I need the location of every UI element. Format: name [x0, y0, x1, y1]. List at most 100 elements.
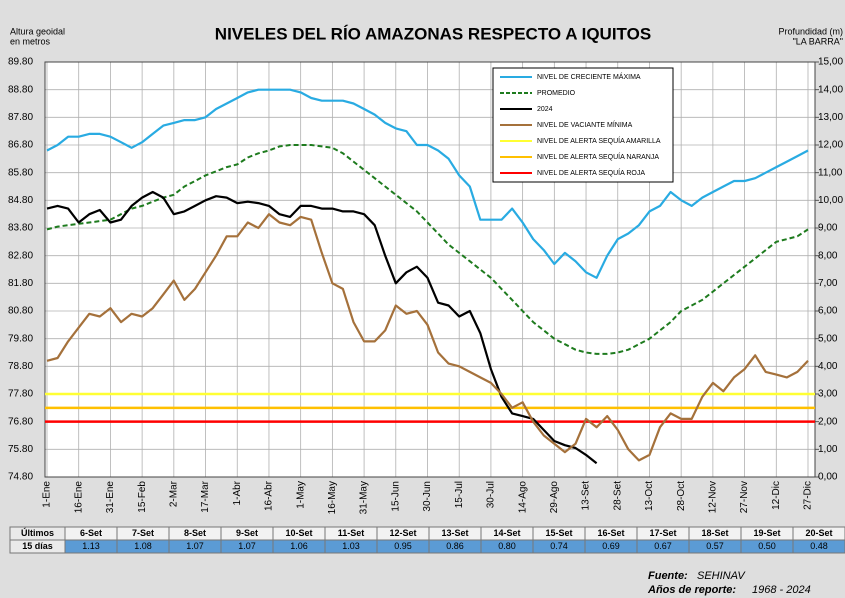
table-value: 0.95: [394, 541, 412, 551]
y-tick-label: 89.80: [8, 57, 33, 68]
table-value: 1.03: [342, 541, 360, 551]
y-tick-label: 86.80: [8, 140, 33, 151]
table-value: 0.86: [446, 541, 464, 551]
legend-label: NIVEL DE ALERTA SEQUÍA AMARILLA: [537, 136, 661, 145]
table-value: 1.06: [290, 541, 308, 551]
y2-tick-label: 5,00: [818, 333, 838, 344]
x-tick-label: 17-Mar: [200, 480, 211, 512]
x-tick-label: 15-Jul: [454, 481, 465, 508]
y2-tick-label: 12,00: [818, 140, 843, 151]
y-tick-label: 88.80: [8, 84, 33, 95]
x-tick-label: 13-Set: [581, 481, 592, 511]
y2-tick-label: 15,00: [818, 57, 843, 68]
x-tick-label: 1-Ene: [42, 481, 53, 508]
x-tick-label: 31-Ene: [105, 481, 116, 514]
x-tick-label: 30-Jun: [422, 481, 433, 512]
x-tick-label: 28-Oct: [676, 481, 687, 511]
y2-tick-label: 13,00: [818, 112, 843, 123]
table-column: 14-Set: [493, 528, 520, 538]
table-value: 0.67: [654, 541, 672, 551]
y2-tick-label: 1,00: [818, 444, 838, 455]
table-head: Últimos: [21, 527, 54, 538]
source-label: Fuente:: [648, 570, 688, 582]
x-tick-label: 14-Ago: [517, 481, 528, 514]
table-column: 18-Set: [701, 528, 728, 538]
table-value: 0.74: [550, 541, 568, 551]
y-tick-label: 79.80: [8, 333, 33, 344]
table-column: 7-Set: [132, 528, 154, 538]
x-tick-label: 28-Set: [612, 481, 623, 511]
series-line: [46, 190, 598, 465]
table-value: 0.69: [602, 541, 620, 551]
table-value: 0.57: [706, 541, 724, 551]
y2-axis-label: "LA BARRA": [793, 36, 843, 46]
table-column: 20-Set: [805, 528, 832, 538]
y2-tick-label: 0,00: [818, 472, 838, 483]
plot-border: [44, 61, 816, 478]
y-tick-label: 78.80: [8, 361, 33, 372]
years: 1968 - 2024: [752, 584, 811, 596]
y-tick-label: 84.80: [8, 195, 33, 206]
table-value: 1.08: [134, 541, 152, 551]
x-tick-label: 30-Jul: [486, 481, 497, 508]
x-tick-label: 29-Ago: [549, 481, 560, 514]
x-tick-label: 27-Nov: [739, 481, 750, 513]
table-value: 0.80: [498, 541, 516, 551]
y-tick-label: 81.80: [8, 278, 33, 289]
series-line: [46, 213, 809, 462]
x-tick-label: 12-Nov: [708, 481, 719, 513]
legend-label: NIVEL DE ALERTA SEQUÍA ROJA: [537, 168, 645, 177]
x-tick-label: 16-May: [327, 481, 338, 514]
x-tick-label: 27-Dic: [803, 481, 814, 510]
legend-label: PROMEDIO: [537, 90, 576, 97]
y2-tick-label: 8,00: [818, 250, 838, 261]
table-value: 1.07: [186, 541, 204, 551]
y-axis-label: en metros: [10, 36, 51, 46]
y2-tick-label: 11,00: [818, 167, 843, 178]
table-column: 8-Set: [184, 528, 206, 538]
source: SEHINAV: [697, 570, 746, 582]
table-column: 9-Set: [236, 528, 258, 538]
y2-tick-label: 3,00: [818, 389, 838, 400]
y-tick-label: 74.80: [8, 472, 33, 483]
legend-label: 2024: [537, 106, 553, 113]
y-tick-label: 76.80: [8, 416, 33, 427]
table-column: 11-Set: [338, 528, 365, 538]
y2-tick-label: 2,00: [818, 416, 838, 427]
table-column: 19-Set: [753, 528, 780, 538]
chart-title: NIVELES DEL RÍO AMAZONAS RESPECTO A IQUI…: [215, 24, 651, 43]
table-head: 15 días: [22, 541, 53, 551]
y2-tick-label: 6,00: [818, 306, 838, 317]
plot-area: [45, 62, 815, 477]
y-tick-label: 75.80: [8, 444, 33, 455]
table-value: 1.07: [238, 541, 256, 551]
table-column: 16-Set: [597, 528, 624, 538]
y2-tick-label: 14,00: [818, 84, 843, 95]
x-tick-label: 1-May: [295, 481, 306, 509]
y-tick-label: 85.80: [8, 167, 33, 178]
y-axis-label: Altura geoidal: [10, 26, 65, 36]
y2-tick-label: 4,00: [818, 361, 838, 372]
footer: Fuente: SEHINAV Años de reporte: 1968 - …: [647, 570, 811, 596]
legend-label: NIVEL DE ALERTA SEQUÍA NARANJA: [537, 152, 659, 161]
y-tick-label: 80.80: [8, 306, 33, 317]
series-line: [46, 88, 809, 279]
y-tick-label: 87.80: [8, 112, 33, 123]
table-column: 12-Set: [389, 528, 416, 538]
table-column: 10-Set: [285, 528, 312, 538]
series-line: [46, 144, 809, 355]
x-tick-label: 2-Mar: [168, 480, 179, 507]
y2-tick-label: 7,00: [818, 278, 838, 289]
table-cell: [792, 539, 845, 554]
x-tick-label: 16-Abr: [264, 480, 275, 511]
y2-tick-label: 9,00: [818, 223, 838, 234]
y-tick-label: 82.80: [8, 250, 33, 261]
legend-label: NIVEL DE CRECIENTE MÁXIMA: [537, 72, 641, 81]
table-column: 17-Set: [649, 528, 676, 538]
years-label: Años de reporte:: [647, 584, 736, 596]
x-tick-label: 15-Jun: [390, 481, 401, 512]
y-tick-label: 77.80: [8, 389, 33, 400]
x-tick-label: 13-Oct: [644, 481, 655, 511]
x-tick-label: 15-Feb: [137, 481, 148, 513]
